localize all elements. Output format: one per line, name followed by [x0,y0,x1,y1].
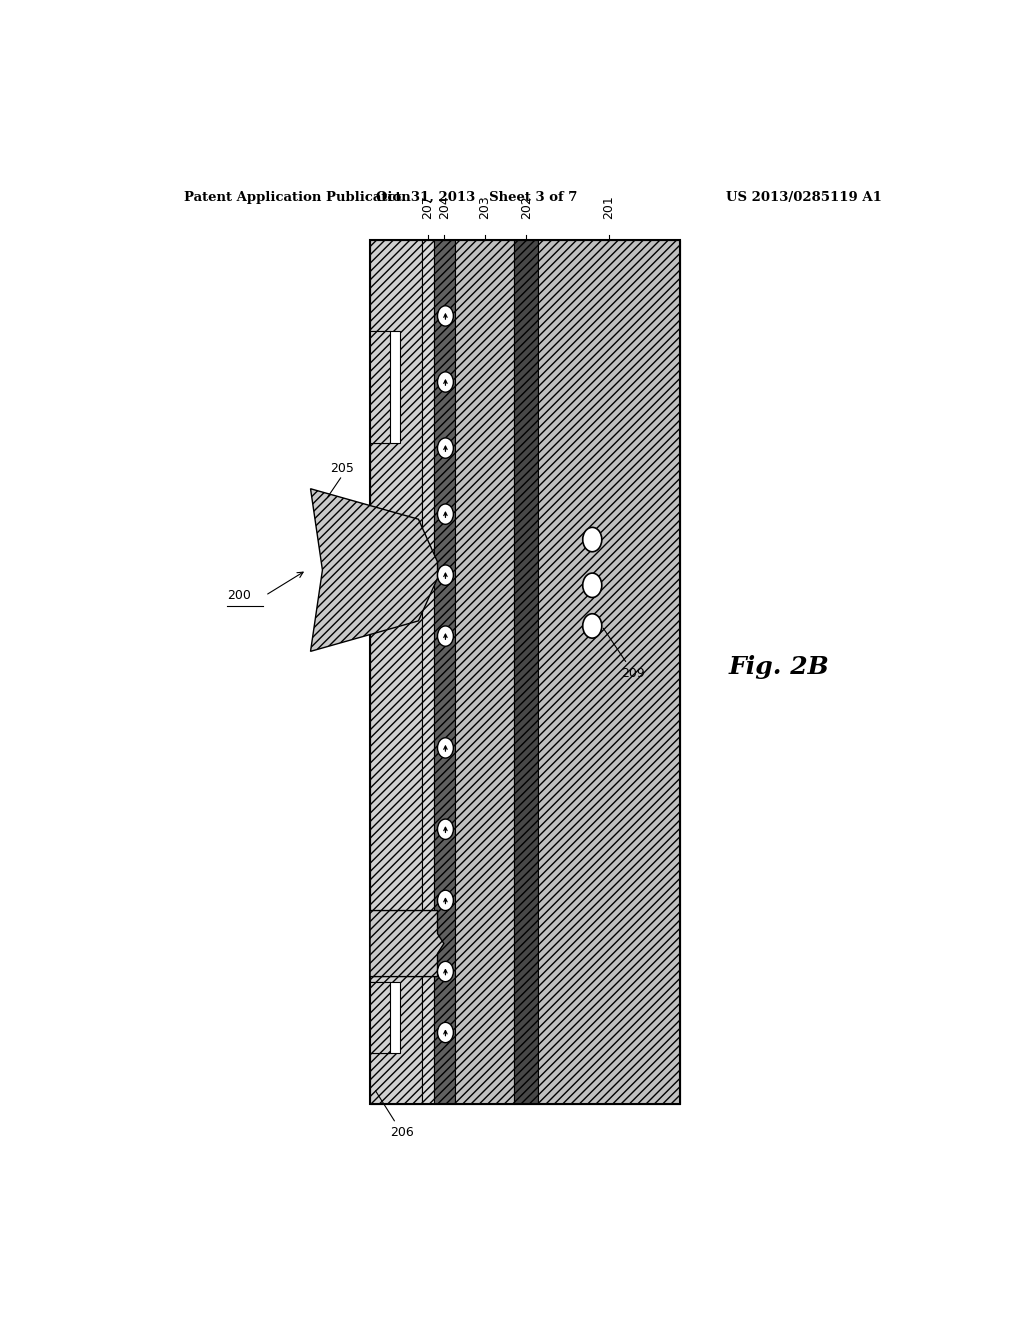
Text: 201: 201 [602,195,615,219]
Text: 200: 200 [227,589,251,602]
Text: Fig. 2B: Fig. 2B [728,655,829,678]
Text: 205: 205 [331,462,354,475]
Bar [539,240,680,1104]
Text: 207: 207 [421,195,434,219]
Polygon shape [370,911,443,977]
Text: 204: 204 [437,195,451,219]
Text: 209: 209 [603,628,645,680]
Circle shape [437,306,454,326]
Bar [514,240,539,1104]
Text: 202: 202 [520,195,532,219]
Circle shape [437,565,454,585]
Polygon shape [310,488,437,651]
Bar [422,240,433,1104]
Bar [370,982,399,1053]
Text: Patent Application Publication: Patent Application Publication [183,191,411,203]
Circle shape [583,573,602,598]
Text: Oct. 31, 2013   Sheet 3 of 7: Oct. 31, 2013 Sheet 3 of 7 [377,191,578,203]
Circle shape [437,818,454,840]
Bar [370,240,680,1104]
Text: 203: 203 [478,195,492,219]
Bar [433,240,455,1104]
Circle shape [437,372,454,392]
Circle shape [437,961,454,982]
Circle shape [583,528,602,552]
Circle shape [437,438,454,458]
Circle shape [437,504,454,524]
Bar [370,331,399,444]
Bar [455,240,514,1104]
Circle shape [437,890,454,911]
Bar [370,982,390,1053]
Circle shape [437,1022,454,1043]
Circle shape [583,614,602,638]
Text: US 2013/0285119 A1: US 2013/0285119 A1 [726,191,882,203]
Circle shape [437,738,454,758]
Text: 206: 206 [376,1090,414,1139]
Bar [370,240,422,1104]
Circle shape [437,626,454,647]
Bar [370,331,390,444]
